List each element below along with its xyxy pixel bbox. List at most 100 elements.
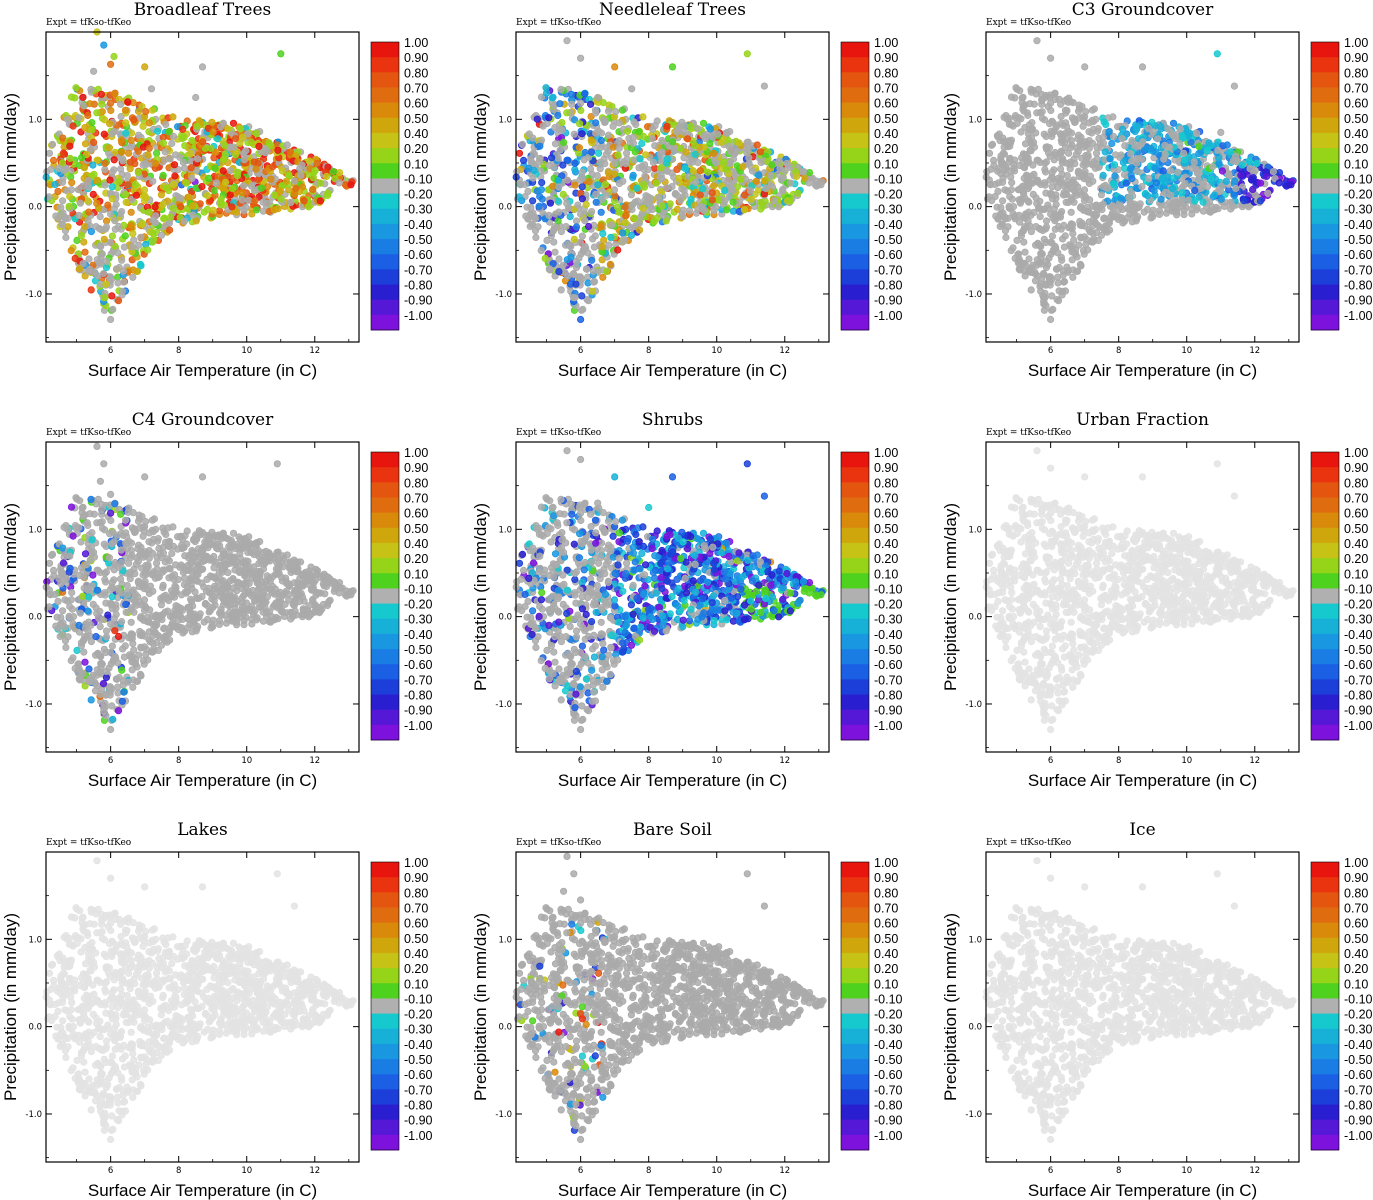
data-point [1125, 193, 1133, 202]
colorbar-swatch [371, 87, 399, 104]
data-point [723, 129, 731, 137]
data-point [278, 167, 286, 175]
data-point [622, 160, 630, 168]
data-point [1199, 198, 1207, 206]
data-point [159, 171, 167, 179]
data-point [145, 144, 153, 152]
data-point [663, 122, 671, 130]
data-point [48, 140, 57, 148]
data-point [99, 269, 108, 278]
y-tick-label: 0.0 [498, 203, 512, 213]
colorbar-label: -0.30 [1344, 203, 1373, 217]
data-point [106, 120, 114, 128]
data-point [124, 98, 132, 106]
colorbar-label: -0.20 [1344, 188, 1373, 202]
data-point [588, 287, 597, 295]
data-point [629, 171, 637, 179]
colorbar-swatch [841, 254, 869, 270]
data-point [584, 279, 592, 287]
data-point [118, 148, 126, 156]
colorbar-swatch [1311, 269, 1339, 285]
data-point [611, 159, 619, 168]
colorbar-swatch [841, 178, 869, 194]
data-point [1117, 203, 1125, 211]
data-point [597, 221, 605, 229]
data-point [1195, 142, 1203, 150]
data-point [1006, 192, 1014, 201]
data-point [106, 176, 114, 184]
data-point [577, 106, 585, 115]
data-point [770, 197, 778, 205]
data-point [576, 315, 585, 324]
expt-label: Expt = tfKso-tfKeo [46, 18, 131, 28]
data-point [1093, 149, 1101, 157]
data-point [610, 186, 619, 194]
colorbar-swatch [371, 269, 399, 285]
data-point [78, 154, 86, 162]
data-point [572, 257, 581, 265]
data-point [290, 177, 299, 185]
data-point [62, 643, 70, 652]
colorbar-swatch [371, 223, 399, 240]
data-point [576, 273, 584, 281]
data-point [87, 286, 95, 294]
data-point [647, 203, 655, 211]
data-point [1037, 90, 1046, 98]
data-point [81, 140, 90, 148]
data-point [557, 286, 565, 294]
colorbar-label: -0.70 [404, 263, 433, 277]
data-point [101, 159, 109, 167]
data-point [550, 102, 558, 110]
y-tick-label: 0.0 [28, 203, 42, 213]
data-point [587, 208, 596, 216]
data-point [535, 202, 543, 210]
data-point [87, 85, 95, 94]
data-point [1191, 186, 1199, 194]
data-point [129, 273, 137, 281]
data-point [170, 180, 178, 188]
data-point [650, 217, 659, 225]
data-point [1178, 189, 1186, 197]
data-point [240, 156, 248, 164]
data-point [215, 617, 224, 625]
data-point [524, 187, 532, 195]
colorbar-swatch [841, 269, 869, 285]
colorbar-swatch [841, 208, 869, 225]
data-point [555, 255, 563, 263]
data-point [1067, 221, 1075, 229]
data-point [269, 163, 277, 171]
data-point [1143, 192, 1152, 200]
data-point [594, 93, 602, 102]
data-point [545, 114, 553, 122]
data-point [817, 181, 825, 189]
colorbar-label: 0.40 [874, 127, 898, 141]
data-point [217, 195, 225, 203]
data-point [210, 187, 218, 195]
data-point [652, 179, 660, 187]
data-point [1060, 278, 1068, 286]
data-point [107, 60, 115, 68]
data-point [1017, 154, 1026, 162]
x-tick-label: 8 [176, 346, 181, 356]
colorbar-label: 1.00 [874, 36, 898, 50]
data-point [79, 93, 87, 101]
data-point [537, 247, 545, 255]
data-point [153, 149, 161, 157]
colorbar-label: -0.50 [874, 233, 903, 247]
data-point [251, 186, 259, 194]
data-point [316, 197, 324, 205]
data-point [1089, 177, 1097, 185]
data-point [1088, 106, 1097, 114]
colorbar-label: 0.70 [874, 82, 898, 96]
expt-label: Expt = tfKso-tfKeo [516, 18, 601, 28]
data-point [572, 223, 581, 231]
data-point [120, 278, 128, 286]
data-point [257, 184, 266, 192]
data-point [58, 197, 67, 205]
data-point [1226, 148, 1234, 156]
data-point [604, 168, 612, 176]
data-point [1051, 90, 1059, 98]
data-point [1058, 256, 1066, 264]
x-tick-label: 12 [309, 346, 320, 356]
